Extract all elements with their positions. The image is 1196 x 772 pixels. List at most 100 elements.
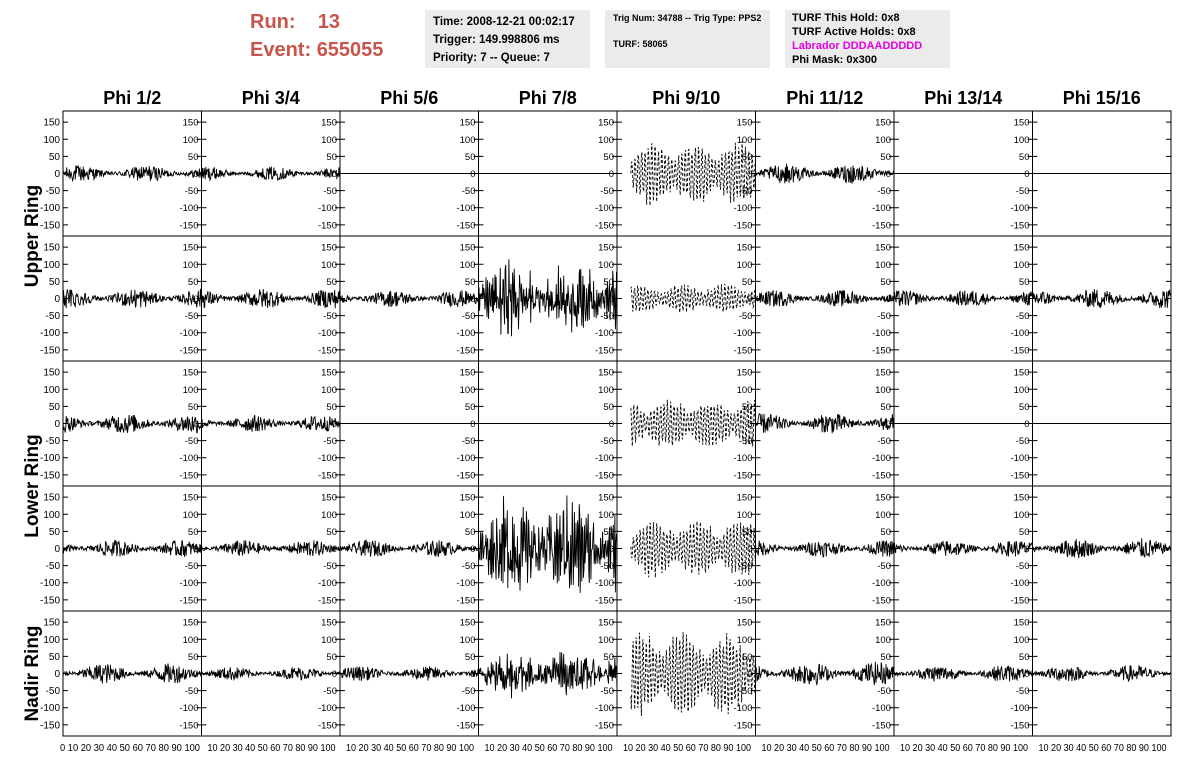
y-tick-label: 50	[49, 652, 61, 663]
y-tick-label: 50	[742, 152, 753, 163]
event-value: 655055	[316, 39, 384, 61]
y-tick-label: 150	[460, 368, 476, 379]
y-tick-label: -50	[462, 311, 476, 322]
y-tick-label: -50	[462, 186, 476, 197]
y-tick-label: -50	[877, 686, 891, 697]
y-tick-label: 0	[193, 669, 198, 680]
ring-label-2: Lower Ring	[22, 434, 43, 537]
phi-mask-text: Phi Mask: 0x300	[792, 54, 877, 66]
y-tick-label: -150	[1010, 470, 1029, 481]
y-tick-label: -100	[1010, 328, 1029, 339]
y-tick-label: -150	[456, 220, 475, 231]
y-tick-label: 50	[465, 652, 476, 663]
y-tick-label: 0	[1024, 669, 1029, 680]
x-tick-label-col-6: 10 20 30 40 50 60 70 80 90 100	[762, 743, 890, 754]
y-tick-label: -50	[739, 311, 753, 322]
y-tick-label: -50	[739, 686, 753, 697]
y-tick-label: -150	[179, 220, 198, 231]
y-tick-label: 150	[598, 493, 614, 504]
y-tick-label: 100	[737, 260, 753, 271]
y-tick-label: 0	[193, 544, 198, 555]
event-label: Event:	[250, 39, 312, 61]
y-tick-label: 50	[49, 527, 61, 538]
y-tick-label: 100	[183, 635, 199, 646]
y-tick-label: 150	[183, 243, 199, 254]
y-tick-label: -50	[46, 561, 61, 572]
y-tick-label: 50	[1019, 652, 1030, 663]
trigger-text: Trigger: 149.998806 ms	[433, 34, 560, 46]
column-header-6: Phi 11/12	[786, 88, 863, 108]
y-tick-label: -50	[185, 686, 199, 697]
waveform-trace-r3-c1	[62, 414, 202, 434]
run-label: Run:	[250, 11, 296, 33]
y-tick-label: 100	[598, 510, 614, 521]
y-tick-label: 50	[326, 402, 337, 413]
y-tick-label: 150	[1014, 243, 1030, 254]
y-tick-label: 100	[598, 635, 614, 646]
y-tick-label: 100	[183, 385, 199, 396]
y-tick-label: -100	[456, 328, 475, 339]
time-info-box: Time: 2008-12-21 00:02:17 Trigger: 149.9…	[425, 10, 590, 68]
y-tick-label: 50	[326, 277, 337, 288]
ring-label-1: Upper Ring	[22, 185, 43, 287]
waveform-trace-r4-c8	[1032, 538, 1172, 559]
y-tick-label: -150	[733, 470, 752, 481]
y-tick-label: -50	[1016, 561, 1030, 572]
y-tick-label: -100	[872, 453, 891, 464]
y-tick-label: 50	[880, 527, 891, 538]
y-tick-label: -50	[185, 311, 199, 322]
waveform-trace-r5-c3	[339, 666, 479, 681]
waveform-trace-r2-c3	[339, 290, 479, 308]
y-tick-label: 50	[49, 402, 61, 413]
time-text: Time: 2008-12-21 00:02:17	[433, 16, 575, 28]
y-tick-label: -50	[739, 436, 753, 447]
y-tick-label: -100	[318, 703, 337, 714]
y-tick-label: -150	[872, 220, 891, 231]
waveform-trace-r4-c2	[201, 540, 341, 557]
y-tick-label: 100	[737, 135, 753, 146]
y-tick-label: 0	[747, 419, 752, 430]
y-tick-label: -150	[595, 595, 614, 606]
y-tick-label: 0	[609, 169, 614, 180]
y-tick-label: -100	[1010, 703, 1029, 714]
y-tick-label: -150	[733, 345, 752, 356]
y-tick-label: -50	[46, 186, 61, 197]
y-tick-label: -150	[595, 470, 614, 481]
y-tick-label: 100	[875, 510, 891, 521]
waveform-trace-r5-c5	[630, 632, 756, 717]
waveform-trace-r5-c6	[755, 661, 895, 687]
y-tick-label: 100	[321, 385, 337, 396]
y-tick-label: 150	[321, 118, 337, 129]
y-tick-label: -100	[179, 578, 198, 589]
y-tick-label: -100	[318, 203, 337, 214]
y-tick-label: -100	[733, 453, 752, 464]
y-tick-label: -50	[1016, 186, 1030, 197]
y-tick-label: -150	[318, 345, 337, 356]
y-tick-label: -150	[872, 720, 891, 731]
y-tick-label: -100	[872, 328, 891, 339]
y-tick-label: 150	[43, 618, 60, 629]
y-tick-label: 0	[747, 294, 752, 305]
ring-label-3: Nadir Ring	[22, 625, 43, 721]
y-tick-label: 150	[460, 243, 476, 254]
y-tick-label: 100	[43, 135, 60, 146]
y-tick-label: 50	[326, 527, 337, 538]
waveform-trace-r4-c7	[893, 540, 1033, 557]
y-tick-label: -50	[323, 311, 337, 322]
y-tick-label: -150	[595, 345, 614, 356]
y-tick-label: 0	[609, 294, 614, 305]
y-tick-label: 150	[875, 618, 891, 629]
trig-num-text: Trig Num: 34788 -- Trig Type: PPS2	[613, 13, 762, 23]
y-tick-label: 100	[183, 510, 199, 521]
y-tick-label: 50	[188, 527, 199, 538]
y-tick-label: -150	[456, 720, 475, 731]
waveform-trace-r3-c5	[630, 399, 756, 447]
y-tick-label: 50	[880, 277, 891, 288]
y-tick-label: 50	[188, 402, 199, 413]
y-tick-label: 100	[321, 635, 337, 646]
y-tick-label: 100	[460, 635, 476, 646]
waveform-trace-r3-c6	[755, 413, 895, 434]
y-tick-label: 100	[875, 260, 891, 271]
y-tick-label: 100	[460, 510, 476, 521]
